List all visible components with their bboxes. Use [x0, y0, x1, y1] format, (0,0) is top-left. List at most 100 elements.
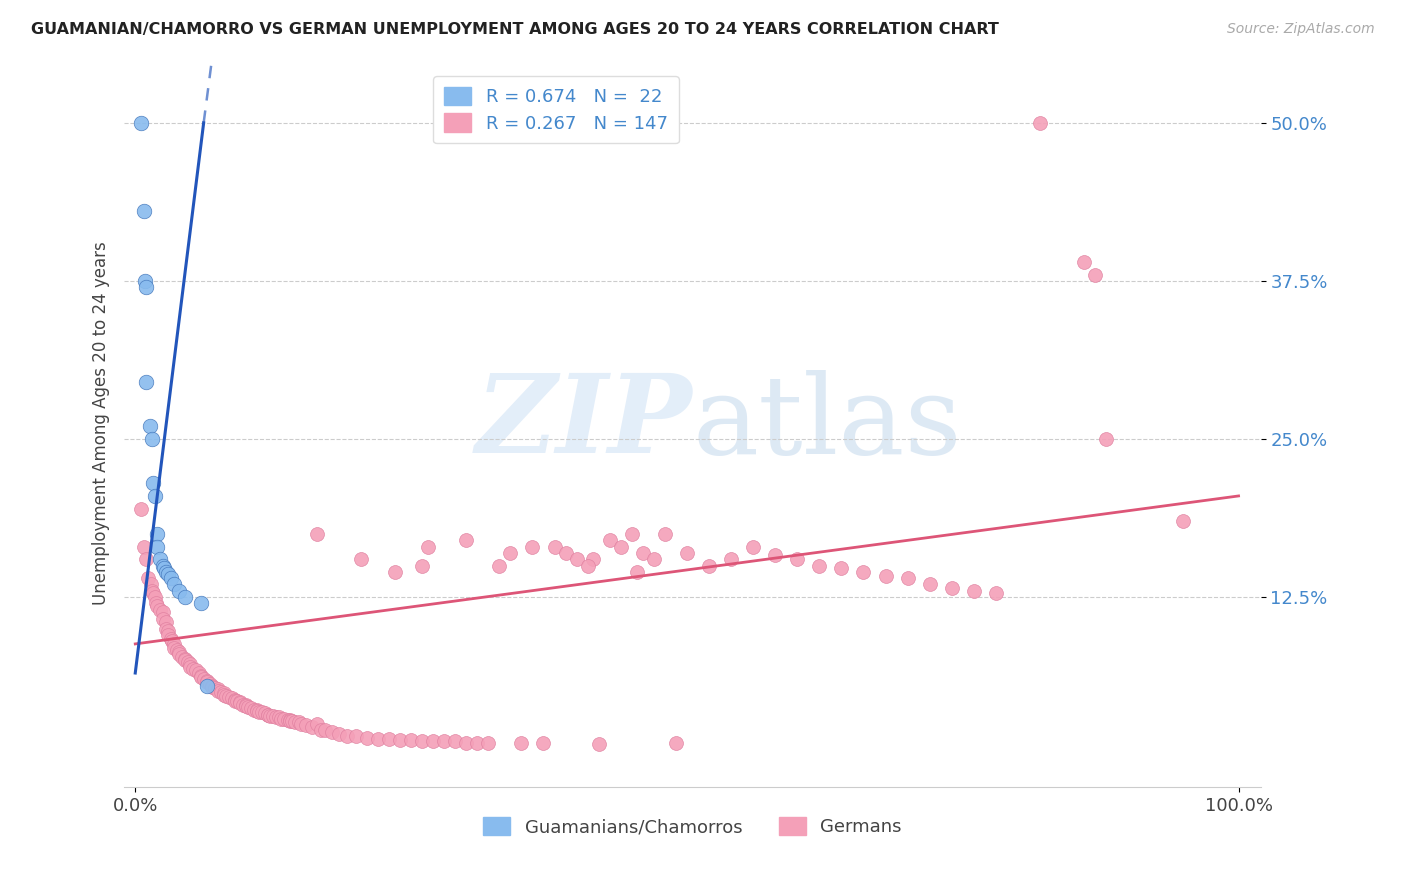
Point	[307, 527, 329, 541]
Point	[232, 698, 254, 712]
Point	[477, 735, 499, 749]
Point	[195, 673, 218, 688]
Point	[174, 590, 197, 604]
Point	[266, 710, 288, 724]
Point	[456, 533, 478, 548]
Point	[142, 476, 165, 491]
Point	[135, 280, 157, 294]
Point	[416, 540, 439, 554]
Point	[247, 705, 270, 719]
Point	[309, 723, 332, 737]
Point	[433, 734, 456, 748]
Point	[160, 634, 183, 648]
Point	[786, 552, 808, 566]
Point	[157, 624, 180, 639]
Point	[204, 681, 226, 696]
Point	[195, 674, 218, 689]
Point	[240, 701, 263, 715]
Point	[201, 679, 224, 693]
Point	[510, 735, 533, 749]
Point	[256, 707, 278, 722]
Point	[153, 561, 176, 575]
Point	[1073, 255, 1095, 269]
Point	[190, 670, 212, 684]
Point	[367, 731, 389, 746]
Point	[201, 680, 224, 694]
Point	[169, 583, 191, 598]
Point	[273, 712, 295, 726]
Point	[163, 640, 186, 655]
Point	[195, 679, 218, 693]
Point	[278, 713, 301, 727]
Point	[142, 586, 165, 600]
Point	[246, 704, 269, 718]
Point	[174, 652, 197, 666]
Point	[212, 686, 235, 700]
Point	[174, 653, 197, 667]
Point	[588, 737, 610, 751]
Point	[533, 735, 555, 749]
Point	[276, 713, 298, 727]
Point	[499, 546, 522, 560]
Point	[336, 729, 359, 743]
Point	[314, 723, 336, 737]
Point	[543, 540, 565, 554]
Point	[444, 734, 467, 748]
Point	[143, 590, 166, 604]
Point	[270, 712, 292, 726]
Point	[134, 274, 156, 288]
Text: GUAMANIAN/CHAMORRO VS GERMAN UNEMPLOYMENT AMONG AGES 20 TO 24 YEARS CORRELATION : GUAMANIAN/CHAMORRO VS GERMAN UNEMPLOYMEN…	[31, 22, 998, 37]
Point	[235, 698, 257, 713]
Point	[287, 715, 309, 730]
Point	[152, 612, 174, 626]
Point	[941, 581, 963, 595]
Point	[328, 727, 350, 741]
Point	[188, 665, 211, 680]
Point	[129, 501, 152, 516]
Point	[262, 709, 284, 723]
Point	[1029, 116, 1052, 130]
Point	[190, 597, 212, 611]
Point	[984, 586, 1007, 600]
Point	[1084, 268, 1107, 282]
Point	[267, 710, 290, 724]
Point	[720, 552, 742, 566]
Point	[177, 655, 200, 669]
Point	[209, 685, 232, 699]
Point	[411, 734, 433, 748]
Y-axis label: Unemployment Among Ages 20 to 24 years: Unemployment Among Ages 20 to 24 years	[93, 242, 110, 605]
Point	[582, 552, 605, 566]
Text: Source: ZipAtlas.com: Source: ZipAtlas.com	[1227, 22, 1375, 37]
Point	[221, 691, 243, 706]
Point	[155, 615, 177, 630]
Point	[321, 725, 343, 739]
Point	[179, 659, 201, 673]
Point	[218, 690, 240, 704]
Point	[522, 540, 544, 554]
Point	[631, 546, 654, 560]
Point	[141, 583, 163, 598]
Point	[389, 733, 412, 747]
Point	[166, 643, 188, 657]
Point	[565, 552, 588, 566]
Point	[763, 549, 786, 563]
Point	[155, 622, 177, 636]
Point	[169, 644, 191, 658]
Point	[138, 571, 160, 585]
Point	[384, 565, 406, 579]
Point	[152, 605, 174, 619]
Point	[207, 683, 229, 698]
Point	[411, 558, 433, 573]
Legend: R = 0.674   N =  22, R = 0.267   N = 147: R = 0.674 N = 22, R = 0.267 N = 147	[433, 76, 679, 144]
Point	[148, 603, 170, 617]
Point	[139, 577, 162, 591]
Point	[654, 527, 676, 541]
Point	[132, 204, 155, 219]
Point	[465, 735, 488, 749]
Point	[1173, 514, 1195, 528]
Point	[212, 688, 235, 702]
Point	[301, 720, 323, 734]
Point	[456, 735, 478, 749]
Point	[246, 703, 269, 717]
Point	[215, 689, 238, 703]
